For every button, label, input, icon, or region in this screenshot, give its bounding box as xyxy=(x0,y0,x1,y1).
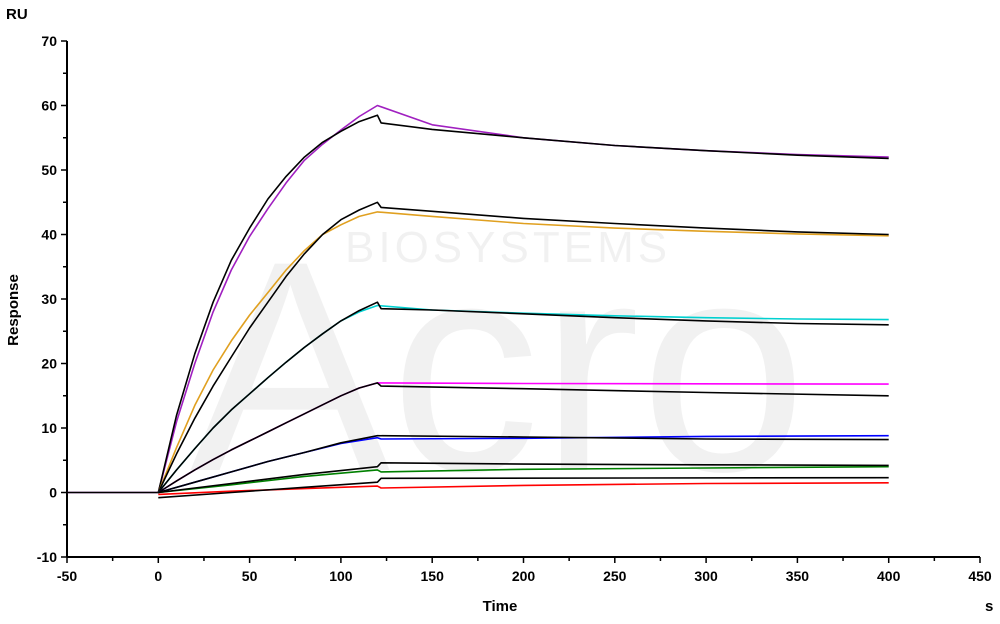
y-tick-label: 70 xyxy=(41,33,57,49)
x-unit-label: s xyxy=(985,598,993,615)
y-tick-label: 60 xyxy=(41,98,57,114)
x-tick-label: -50 xyxy=(57,568,77,584)
y-tick-label: 40 xyxy=(41,227,57,243)
x-tick-label: 50 xyxy=(242,568,258,584)
x-tick-label: 350 xyxy=(786,568,810,584)
series-line-data-6 xyxy=(158,465,889,494)
x-tick-label: 250 xyxy=(603,568,627,584)
y-tick-label: 0 xyxy=(49,485,57,501)
series-line-fit-5 xyxy=(158,434,889,494)
series-line-fit-7 xyxy=(158,476,889,499)
y-tick-label: 30 xyxy=(41,291,57,307)
series-line-fit-1 xyxy=(67,114,889,494)
y-tick-label: 10 xyxy=(41,420,57,436)
y-tick-label: 20 xyxy=(41,356,57,372)
x-tick-label: 450 xyxy=(968,568,992,584)
series-line-fit-4 xyxy=(157,382,889,494)
series-line-fit-3 xyxy=(157,301,889,494)
x-tick-label: 200 xyxy=(512,568,536,584)
series-line-data-7 xyxy=(158,482,889,496)
series-line-fit-6 xyxy=(158,462,889,494)
series-line-fit-2 xyxy=(157,201,889,493)
x-tick-label: 0 xyxy=(154,568,162,584)
x-tick-label: 300 xyxy=(694,568,718,584)
y-unit-label: RU xyxy=(6,6,28,23)
y-tick-label: 50 xyxy=(41,162,57,178)
svg-text:BIOSYSTEMS: BIOSYSTEMS xyxy=(345,223,671,272)
x-tick-label: 150 xyxy=(421,568,445,584)
x-tick-label: 400 xyxy=(877,568,901,584)
y-axis-label: Response xyxy=(5,274,22,346)
x-axis-label: Time xyxy=(483,598,518,615)
y-tick-label: -10 xyxy=(37,549,57,565)
x-tick-label: 100 xyxy=(329,568,353,584)
